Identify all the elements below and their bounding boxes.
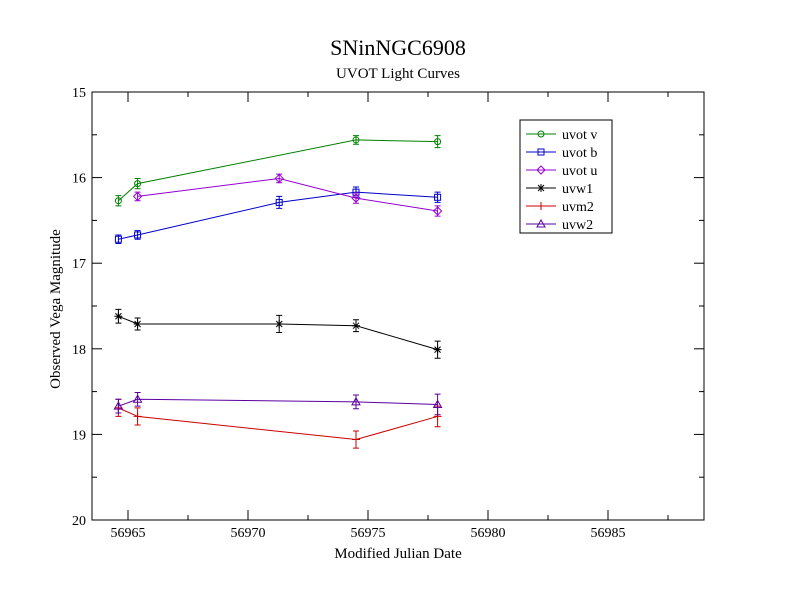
data-point bbox=[132, 394, 143, 403]
data-point bbox=[352, 435, 360, 444]
series-line-uvot-v bbox=[118, 139, 438, 202]
y-tick-label: 20 bbox=[72, 514, 86, 529]
data-point bbox=[133, 319, 142, 328]
data-point bbox=[274, 173, 284, 184]
series-uvw1 bbox=[114, 308, 442, 359]
x-tick-label: 56970 bbox=[231, 526, 266, 541]
error-bar bbox=[115, 195, 122, 207]
legend-marker bbox=[537, 148, 545, 156]
chart-subtitle: UVOT Light Curves bbox=[336, 66, 460, 82]
legend-marker bbox=[537, 184, 545, 192]
data-point bbox=[275, 198, 283, 206]
legend-marker bbox=[537, 130, 545, 138]
x-tick-label: 56985 bbox=[591, 526, 626, 541]
series-line-uvot-u bbox=[137, 177, 438, 212]
x-axis-label: Modified Julian Date bbox=[334, 546, 462, 562]
error-bar bbox=[434, 393, 441, 416]
legend-label: uvw2 bbox=[562, 218, 593, 233]
data-point bbox=[432, 206, 443, 216]
data-point bbox=[134, 180, 142, 188]
data-point bbox=[114, 197, 122, 205]
legend-label: uvm2 bbox=[562, 200, 594, 215]
y-tick-label: 18 bbox=[72, 343, 86, 358]
legend-label: uvot v bbox=[562, 128, 597, 143]
data-point bbox=[114, 312, 123, 321]
legend-marker bbox=[536, 165, 546, 175]
y-tick-label: 19 bbox=[72, 428, 86, 443]
data-point bbox=[352, 136, 360, 144]
data-point bbox=[134, 231, 142, 239]
data-point bbox=[434, 193, 442, 201]
legend-label: uvw1 bbox=[562, 182, 593, 197]
legend-label: uvot b bbox=[562, 146, 597, 161]
x-tick-label: 56975 bbox=[351, 526, 386, 541]
data-point bbox=[114, 235, 122, 243]
data-point bbox=[434, 138, 442, 146]
legend-item-uvw1: uvw1 bbox=[526, 182, 593, 197]
series-line-uvm2 bbox=[118, 407, 438, 441]
legend-item-uvm2: uvm2 bbox=[526, 200, 594, 215]
series-uvm2 bbox=[114, 398, 442, 449]
chart-title: SNinNGC6908 bbox=[330, 35, 466, 60]
data-point bbox=[132, 191, 143, 202]
series-uvot-v bbox=[114, 135, 442, 207]
legend-marker bbox=[536, 218, 546, 228]
data-point bbox=[113, 401, 124, 410]
series-uvw2 bbox=[113, 391, 443, 416]
y-tick-label: 15 bbox=[72, 86, 86, 101]
data-point bbox=[432, 399, 443, 408]
legend-label: uvot u bbox=[562, 164, 597, 179]
data-point bbox=[433, 345, 442, 354]
legend-item-uvw2: uvw2 bbox=[526, 218, 593, 233]
error-bar bbox=[276, 195, 283, 209]
data-point bbox=[133, 412, 142, 421]
y-tick-label: 17 bbox=[72, 257, 86, 272]
legend-box bbox=[519, 119, 613, 234]
series-uvot-b bbox=[114, 186, 442, 245]
data-point bbox=[351, 193, 361, 203]
data-point bbox=[275, 319, 284, 328]
y-tick-label: 16 bbox=[72, 172, 86, 187]
data-point bbox=[352, 321, 360, 330]
x-tick-label: 56965 bbox=[111, 526, 146, 541]
data-point bbox=[351, 396, 361, 406]
y-axis-label: Observed Vega Magnitude bbox=[48, 229, 64, 389]
legend-item-uvot-u: uvot u bbox=[526, 164, 597, 179]
legend-item-uvot-b: uvot b bbox=[526, 146, 597, 161]
legend-marker bbox=[537, 202, 545, 210]
series-uvot-u bbox=[132, 173, 443, 217]
series-line-uvw2 bbox=[118, 398, 438, 407]
error-bar bbox=[434, 135, 441, 149]
x-tick-label: 56980 bbox=[471, 526, 506, 541]
legend-item-uvot-v: uvot v bbox=[526, 128, 597, 143]
